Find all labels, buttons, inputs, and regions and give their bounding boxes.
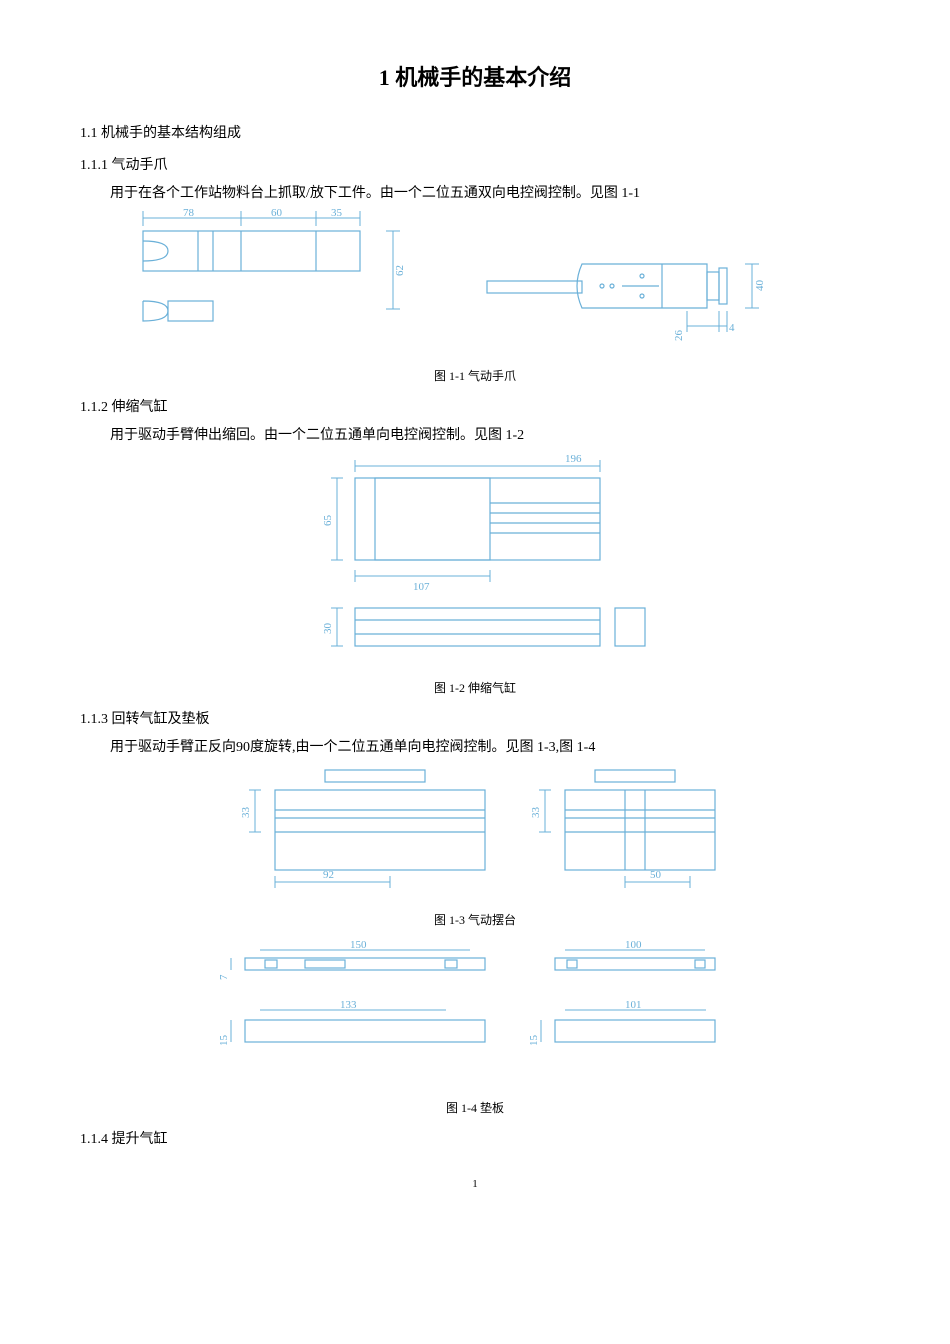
dim-101: 101 bbox=[625, 999, 642, 1011]
dim-133: 133 bbox=[340, 999, 357, 1011]
fig-1-3-svg: 33 92 33 50 bbox=[215, 760, 735, 900]
caption-1-1: 图 1-1 气动手爪 bbox=[80, 367, 870, 384]
dim-33-l: 33 bbox=[240, 807, 252, 819]
text-1-1-2: 用于驱动手臂伸出缩回。由一个二位五通单向电控阀控制。见图 1-2 bbox=[110, 424, 870, 444]
dim-4: 4 bbox=[729, 322, 735, 334]
dim-15-r: 15 bbox=[528, 1035, 540, 1047]
dim-78: 78 bbox=[183, 207, 195, 219]
caption-1-4: 图 1-4 垫板 bbox=[80, 1099, 870, 1116]
dim-65: 65 bbox=[322, 515, 334, 527]
section-1-1-3: 1.1.3 回转气缸及垫板 bbox=[80, 708, 870, 728]
caption-1-2: 图 1-2 伸缩气缸 bbox=[80, 679, 870, 696]
dim-33-r: 33 bbox=[530, 807, 542, 819]
dim-62: 62 bbox=[394, 265, 406, 276]
dim-26: 26 bbox=[673, 330, 685, 342]
dim-60: 60 bbox=[271, 207, 283, 219]
dim-92: 92 bbox=[323, 869, 334, 881]
caption-1-3: 图 1-3 气动摆台 bbox=[80, 911, 870, 928]
fig-1-2-svg: 196 65 107 bbox=[295, 448, 655, 668]
dim-196: 196 bbox=[565, 453, 582, 465]
dim-107: 107 bbox=[413, 581, 430, 593]
fig-1-4-svg: 150 7 100 133 15 101 15 bbox=[205, 938, 745, 1088]
figure-1-2: 196 65 107 bbox=[80, 448, 870, 673]
page-number: 1 bbox=[80, 1178, 870, 1190]
dim-100: 100 bbox=[625, 939, 642, 951]
figure-1-4: 150 7 100 133 15 101 15 bbox=[80, 938, 870, 1093]
section-1-1-4: 1.1.4 提升气缸 bbox=[80, 1128, 870, 1148]
dim-30: 30 bbox=[322, 623, 334, 635]
section-1-1-1: 1.1.1 气动手爪 bbox=[80, 154, 870, 174]
fig-1-1-side-svg: 40 26 4 bbox=[477, 246, 837, 356]
section-1-1-2: 1.1.2 伸缩气缸 bbox=[80, 396, 870, 416]
dim-7: 7 bbox=[218, 974, 230, 980]
dim-40: 40 bbox=[754, 280, 766, 292]
dim-50: 50 bbox=[650, 869, 662, 881]
text-1-1-3: 用于驱动手臂正反向90度旋转,由一个二位五通单向电控阀控制。见图 1-3,图 1… bbox=[110, 736, 870, 756]
dim-35: 35 bbox=[331, 207, 343, 219]
figure-1-1: 78 60 35 62 bbox=[80, 206, 870, 361]
page-title: 1 机械手的基本介绍 bbox=[80, 60, 870, 92]
figure-1-3: 33 92 33 50 bbox=[80, 760, 870, 905]
page: 1 机械手的基本介绍 1.1 机械手的基本结构组成 1.1.1 气动手爪 用于在… bbox=[0, 0, 950, 1230]
dim-15-l: 15 bbox=[218, 1035, 230, 1047]
section-1-1: 1.1 机械手的基本结构组成 bbox=[80, 122, 870, 142]
dim-150: 150 bbox=[350, 939, 367, 951]
fig-1-1-top-svg: 78 60 35 62 bbox=[113, 206, 473, 356]
text-1-1-1: 用于在各个工作站物料台上抓取/放下工件。由一个二位五通双向电控阀控制。见图 1-… bbox=[110, 182, 870, 202]
